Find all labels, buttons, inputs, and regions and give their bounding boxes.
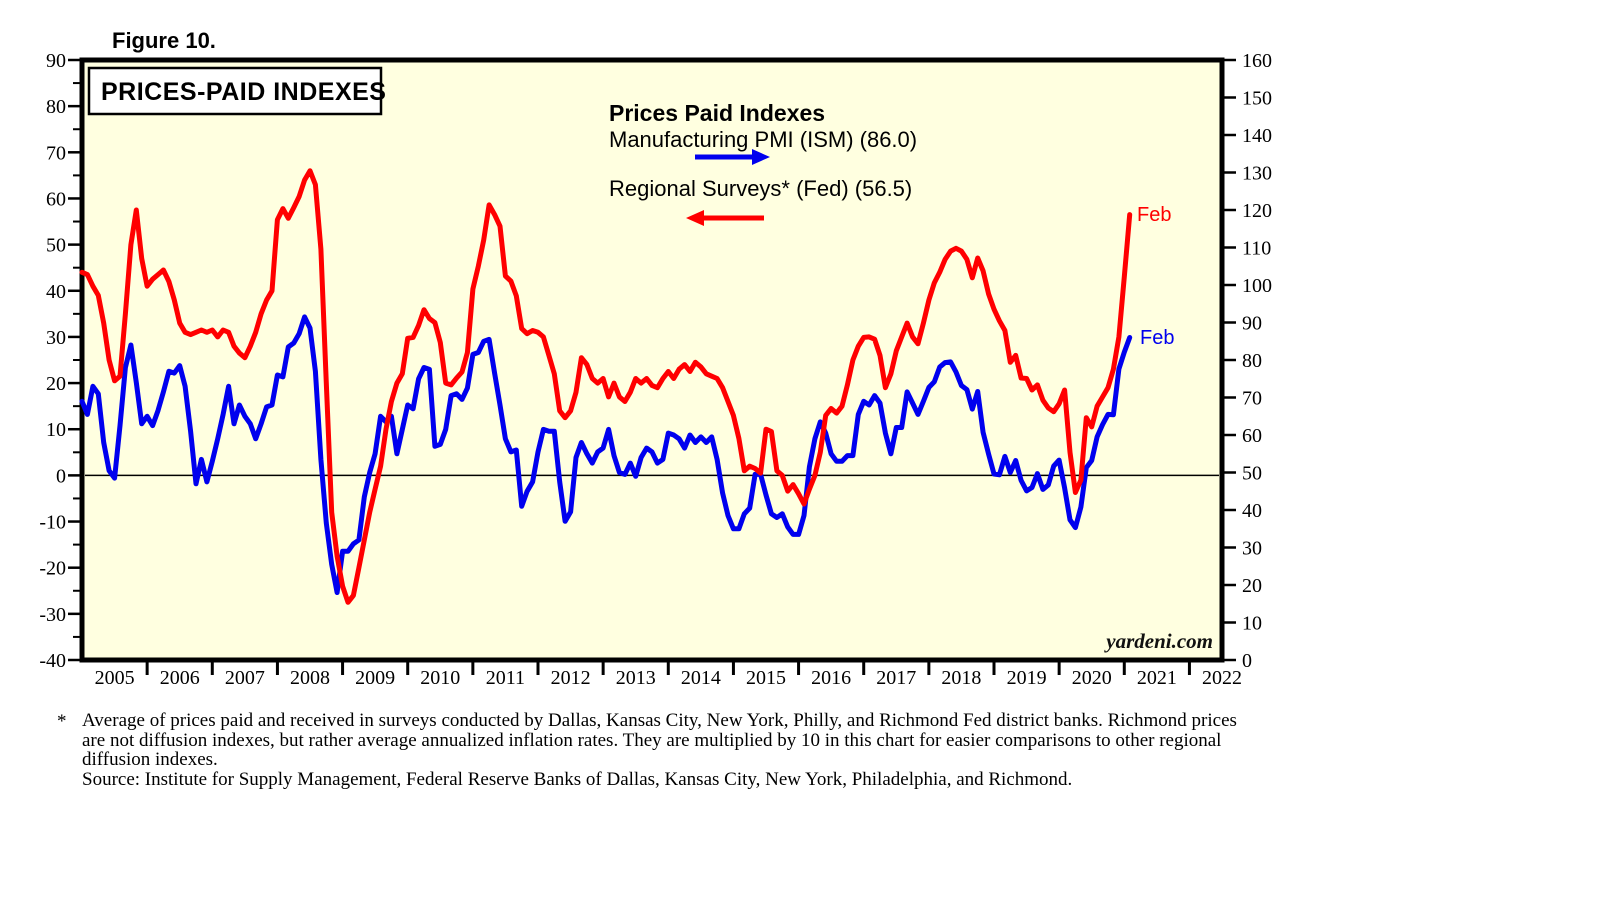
footnote-marker: * [57,711,67,732]
right-axis-tick-label: 80 [1242,350,1262,372]
x-axis-year-label: 2021 [1137,667,1177,689]
left-axis-tick-label: -40 [39,650,66,672]
end-label-pmi: Feb [1140,327,1174,349]
x-axis-year-label: 2017 [876,667,916,689]
right-axis-tick-label: 100 [1242,275,1272,297]
left-axis-tick-label: 30 [46,327,66,349]
regional-line [79,168,1133,605]
watermark: yardeni.com [1103,629,1213,653]
x-axis-year-label: 2018 [941,667,981,689]
end-label-regional: Feb [1137,204,1171,226]
x-axis-year-label: 2019 [1007,667,1047,689]
left-axis-tick-label: 50 [46,235,66,257]
right-axis-tick-label: 90 [1242,313,1262,335]
x-axis-year-label: 2005 [95,667,135,689]
x-axis-year-label: 2012 [551,667,591,689]
right-axis-tick-label: 70 [1242,388,1262,410]
footnote-text: Average of prices paid and received in s… [82,710,1237,770]
left-axis-tick-label: 10 [46,419,66,441]
figure-label: Figure 10. [112,28,216,53]
x-axis-year-label: 2015 [746,667,786,689]
left-axis-tick-label: 20 [46,373,66,395]
legend-item-regional: Regional Surveys* (Fed) (56.5) [609,176,912,201]
left-axis-tick-label: 80 [46,96,66,118]
legend-item-pmi: Manufacturing PMI (ISM) (86.0) [609,127,917,152]
footnote-source: Source: Institute for Supply Management,… [82,768,1073,790]
arrow-right-icon [695,149,770,165]
x-axis-year-label: 2006 [160,667,200,689]
x-axis-year-label: 2009 [355,667,395,689]
axis-ticks [68,58,1236,675]
x-axis-year-label: 2022 [1202,667,1242,689]
right-axis-tick-label: 140 [1242,125,1272,147]
x-axis-year-label: 2011 [486,667,525,689]
right-axis-tick-label: 160 [1242,50,1272,72]
right-axis-tick-label: 0 [1242,650,1252,672]
x-axis-year-label: 2008 [290,667,330,689]
right-axis-tick-label: 130 [1242,163,1272,185]
x-axis-year-label: 2014 [681,667,721,689]
left-axis-tick-label: 0 [56,465,66,487]
left-axis-tick-label: 90 [46,50,66,72]
left-axis-tick-label: 60 [46,188,66,210]
right-axis-tick-label: 60 [1242,425,1262,447]
title-box [87,66,383,116]
plot-area [79,57,1225,663]
x-axis-year-label: 2020 [1072,667,1112,689]
right-axis-tick-label: 40 [1242,500,1262,522]
x-axis-year-label: 2013 [616,667,656,689]
arrow-left-icon [686,210,764,226]
right-axis-tick-label: 150 [1242,88,1272,110]
footnote: Average of prices paid and received in s… [82,711,1242,789]
left-axis-tick-label: 70 [46,142,66,164]
right-axis-tick-label: 30 [1242,538,1262,560]
right-axis-tick-label: 10 [1242,613,1262,635]
x-axis-year-label: 2016 [811,667,851,689]
right-axis-tick-label: 110 [1242,238,1271,260]
chart-title: PRICES-PAID INDEXES [101,78,386,106]
x-axis-year-label: 2010 [420,667,460,689]
pmi-line [79,314,1133,595]
data-series [79,168,1133,605]
left-axis-tick-label: -30 [39,604,66,626]
x-axis-year-label: 2007 [225,667,265,689]
left-axis-tick-label: -20 [39,558,66,580]
left-axis-tick-label: 40 [46,281,66,303]
right-axis-tick-label: 50 [1242,463,1262,485]
right-axis-tick-label: 120 [1242,200,1272,222]
axis-labels: 9080706050403020100-10-20-30-40160150140… [39,50,1272,689]
legend-title: Prices Paid Indexes [609,100,825,126]
right-axis-tick-label: 20 [1242,575,1262,597]
left-axis-tick-label: -10 [39,512,66,534]
